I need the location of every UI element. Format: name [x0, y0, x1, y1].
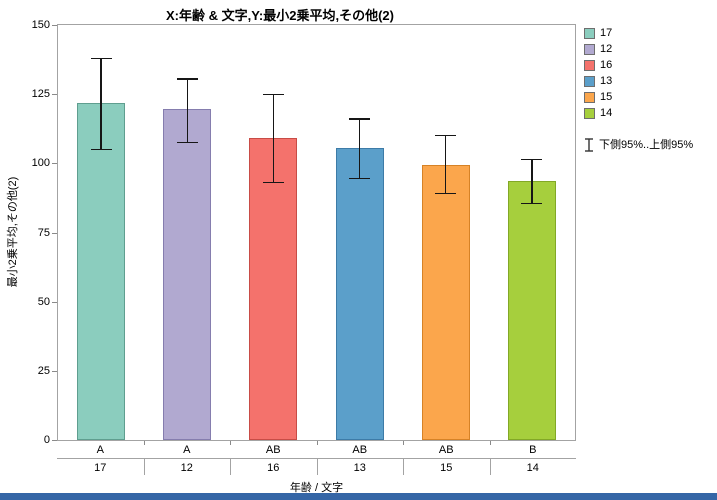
y-tick-label: 75 — [37, 226, 50, 239]
x-tick-age: 16 — [267, 462, 280, 474]
legend-item-label: 16 — [600, 59, 613, 71]
x-axis-group-divider — [230, 458, 231, 475]
error-bar-cap — [262, 93, 284, 95]
legend-item[interactable]: 13 — [584, 75, 612, 87]
error-bar-cap — [90, 148, 112, 151]
error-bar-cap — [435, 135, 457, 137]
error-bar-cap — [90, 57, 112, 59]
y-tick-mark — [52, 163, 57, 165]
error-bar-cap — [521, 158, 543, 160]
legend-swatch — [584, 91, 595, 103]
error-bar-cap — [435, 193, 457, 195]
y-tick-mark — [52, 440, 57, 441]
y-tick-label: 0 — [43, 434, 50, 446]
y-tick-mark — [52, 301, 57, 303]
x-tick-age: 13 — [353, 462, 366, 474]
y-tick-label: 25 — [37, 364, 50, 377]
x-tick-age: 17 — [94, 462, 107, 474]
x-axis-group-divider — [143, 458, 145, 475]
error-bar-line — [100, 58, 102, 150]
legend-swatch — [584, 107, 595, 119]
x-axis-boundary-tick — [230, 441, 231, 445]
legend-swatch — [584, 43, 595, 55]
x-axis-group-divider — [489, 458, 491, 475]
legend-item[interactable]: 16 — [584, 59, 612, 71]
x-tick-age: 14 — [526, 462, 539, 474]
bar[interactable] — [163, 109, 212, 440]
x-tick-age: 15 — [440, 462, 453, 474]
error-bar-cap — [349, 118, 371, 120]
bar[interactable] — [77, 102, 126, 440]
error-bar-line — [358, 119, 361, 179]
plot-area — [57, 24, 576, 441]
legend-error-label: 下側95%..上側95% — [599, 139, 694, 151]
window-bottom-edge — [0, 493, 717, 500]
bar[interactable] — [335, 148, 384, 440]
x-tick-letter: AB — [438, 444, 454, 456]
error-bar-cap — [349, 177, 371, 180]
chart-title: X:年齢 & 文字,Y:最小2乗平均,その他(2) — [166, 8, 394, 23]
y-tick-label: 150 — [31, 19, 50, 31]
legend-item-label: 15 — [600, 91, 613, 103]
legend-swatch — [584, 59, 595, 71]
x-tick-letter: B — [529, 444, 537, 456]
y-tick-mark — [52, 25, 57, 26]
error-bar-line — [445, 135, 447, 194]
y-tick-label: 50 — [37, 295, 50, 308]
bar[interactable] — [249, 138, 298, 440]
x-axis-group-divider — [316, 458, 318, 475]
x-axis-boundary-tick — [143, 441, 145, 445]
x-tick-letter: AB — [352, 444, 368, 456]
error-bar-line — [272, 94, 275, 183]
bar[interactable] — [507, 181, 556, 440]
legend-swatch — [584, 75, 595, 87]
y-tick-mark — [52, 94, 57, 96]
error-bar-line — [186, 78, 188, 143]
x-axis-boundary-tick — [316, 441, 318, 445]
x-axis-label: 年齢 / 文字 — [289, 482, 344, 494]
y-tick-label: 125 — [31, 88, 50, 101]
x-axis-group-divider — [403, 458, 404, 475]
legend-item-label: 17 — [600, 27, 613, 39]
legend-error-entry: 下側95%..上側95% — [584, 138, 693, 152]
error-bar-cap — [176, 141, 198, 144]
error-bar-cap — [262, 182, 284, 184]
y-tick-label: 100 — [31, 157, 50, 170]
error-bar-cap — [521, 202, 543, 205]
error-bar-icon — [585, 138, 593, 152]
legend-swatch — [584, 27, 595, 39]
legend: 17 12 16 13 15 14 — [584, 27, 612, 123]
legend-item-label: 13 — [600, 75, 613, 87]
x-axis-boundary-tick — [489, 441, 491, 445]
error-bar-line — [531, 159, 533, 204]
x-axis-boundary-tick — [403, 441, 404, 445]
y-tick-mark — [52, 370, 57, 372]
x-tick-letter: A — [183, 444, 191, 456]
legend-item-label: 14 — [600, 107, 613, 119]
legend-item-label: 12 — [600, 43, 613, 55]
x-tick-letter: A — [96, 444, 104, 456]
legend-item[interactable]: 15 — [584, 91, 612, 103]
y-tick-mark — [52, 232, 57, 234]
error-bar-cap — [176, 78, 198, 80]
legend-item[interactable]: 14 — [584, 107, 612, 119]
legend-item[interactable]: 12 — [584, 43, 612, 55]
x-tick-age: 12 — [180, 462, 193, 474]
x-tick-letter: AB — [265, 444, 281, 456]
legend-item[interactable]: 17 — [584, 27, 612, 39]
bar[interactable] — [421, 164, 470, 440]
